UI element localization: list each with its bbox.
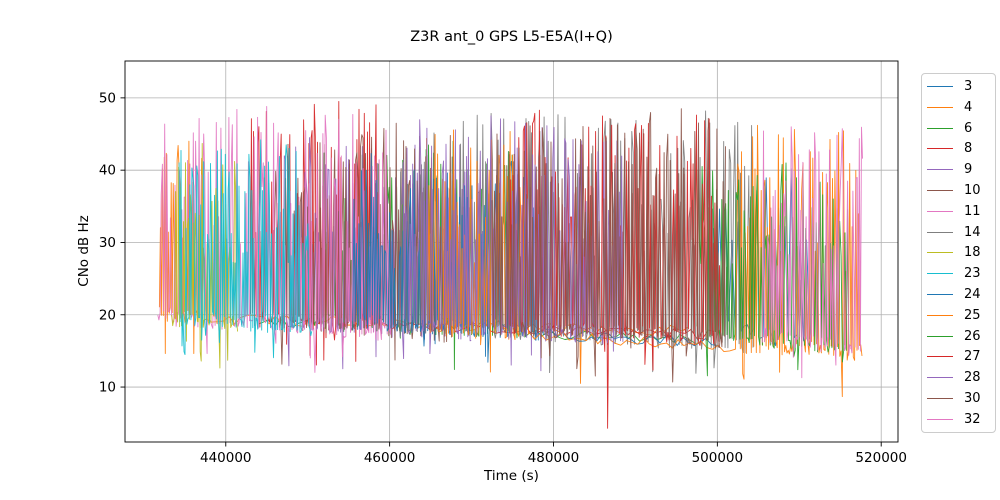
legend-line-swatch (927, 398, 953, 400)
legend-item-label: 26 (964, 328, 981, 344)
series-line-32 (761, 126, 863, 379)
series-line-30 (491, 108, 726, 383)
legend-line-swatch (927, 418, 953, 420)
legend-line-swatch (927, 314, 953, 316)
legend-item-label: 11 (964, 203, 981, 219)
chart-title: Z3R ant_0 GPS L5-E5A(I+Q) (410, 29, 613, 45)
legend-item-label: 6 (964, 120, 973, 136)
legend-item-label: 9 (964, 162, 973, 178)
y-tick-label: 40 (99, 163, 116, 179)
legend-item-32: 32 (922, 410, 995, 429)
legend-line-swatch (927, 85, 953, 87)
legend-item-14: 14 (922, 223, 995, 242)
x-tick-label: 440000 (200, 450, 252, 466)
legend-item-28: 28 (922, 368, 995, 387)
y-tick-label: 20 (99, 307, 116, 323)
series-line-23 (178, 139, 313, 359)
legend-line-swatch (927, 210, 953, 212)
legend-line-swatch (927, 231, 953, 233)
y-tick-label: 30 (99, 235, 116, 251)
legend-item-label: 4 (964, 99, 973, 115)
legend-item-label: 3 (964, 78, 973, 94)
legend-line-swatch (927, 169, 953, 171)
legend-item-label: 27 (964, 349, 981, 365)
legend-item-6: 6 (922, 119, 995, 138)
series-line-28 (401, 115, 624, 372)
x-tick-label: 480000 (528, 450, 580, 466)
legend-line-swatch (927, 335, 953, 337)
legend-line-swatch (927, 127, 953, 129)
legend-item-label: 18 (964, 245, 981, 261)
legend: 3 4 6 8 9 10 11 14 18 23 24 25 26 27 28 30 32 (921, 73, 996, 433)
legend-item-label: 8 (964, 141, 973, 157)
legend-item-27: 27 (922, 347, 995, 366)
legend-item-18: 18 (922, 243, 995, 262)
legend-item-26: 26 (922, 327, 995, 346)
legend-item-4: 4 (922, 98, 995, 117)
legend-line-swatch (927, 377, 953, 379)
y-tick-label: 10 (99, 380, 116, 396)
legend-line-swatch (927, 189, 953, 191)
legend-item-9: 9 (922, 160, 995, 179)
legend-item-label: 25 (964, 307, 981, 323)
legend-item-30: 30 (922, 389, 995, 408)
legend-item-label: 24 (964, 287, 981, 303)
legend-line-swatch (927, 294, 953, 296)
legend-item-label: 23 (964, 266, 981, 282)
legend-item-8: 8 (922, 139, 995, 158)
legend-item-23: 23 (922, 264, 995, 283)
y-tick-label: 50 (99, 90, 116, 106)
legend-line-swatch (927, 356, 953, 358)
legend-item-3: 3 (922, 77, 995, 96)
legend-item-label: 30 (964, 391, 981, 407)
x-tick-label: 500000 (692, 450, 744, 466)
legend-item-11: 11 (922, 202, 995, 221)
legend-item-10: 10 (922, 181, 995, 200)
legend-item-label: 28 (964, 370, 981, 386)
legend-line-swatch (927, 106, 953, 108)
legend-item-label: 32 (964, 411, 981, 427)
x-tick-label: 520000 (855, 450, 907, 466)
legend-item-label: 14 (964, 224, 981, 240)
legend-item-label: 10 (964, 182, 981, 198)
legend-line-swatch (927, 252, 953, 254)
series-line-25 (426, 124, 863, 398)
axes-spines (124, 60, 899, 443)
x-axis-label: Time (s) (484, 468, 539, 484)
legend-item-24: 24 (922, 285, 995, 304)
legend-item-25: 25 (922, 306, 995, 325)
legend-line-swatch (927, 273, 953, 275)
legend-line-swatch (927, 148, 953, 150)
series-line-11 (157, 106, 394, 373)
x-tick-label: 460000 (364, 450, 416, 466)
